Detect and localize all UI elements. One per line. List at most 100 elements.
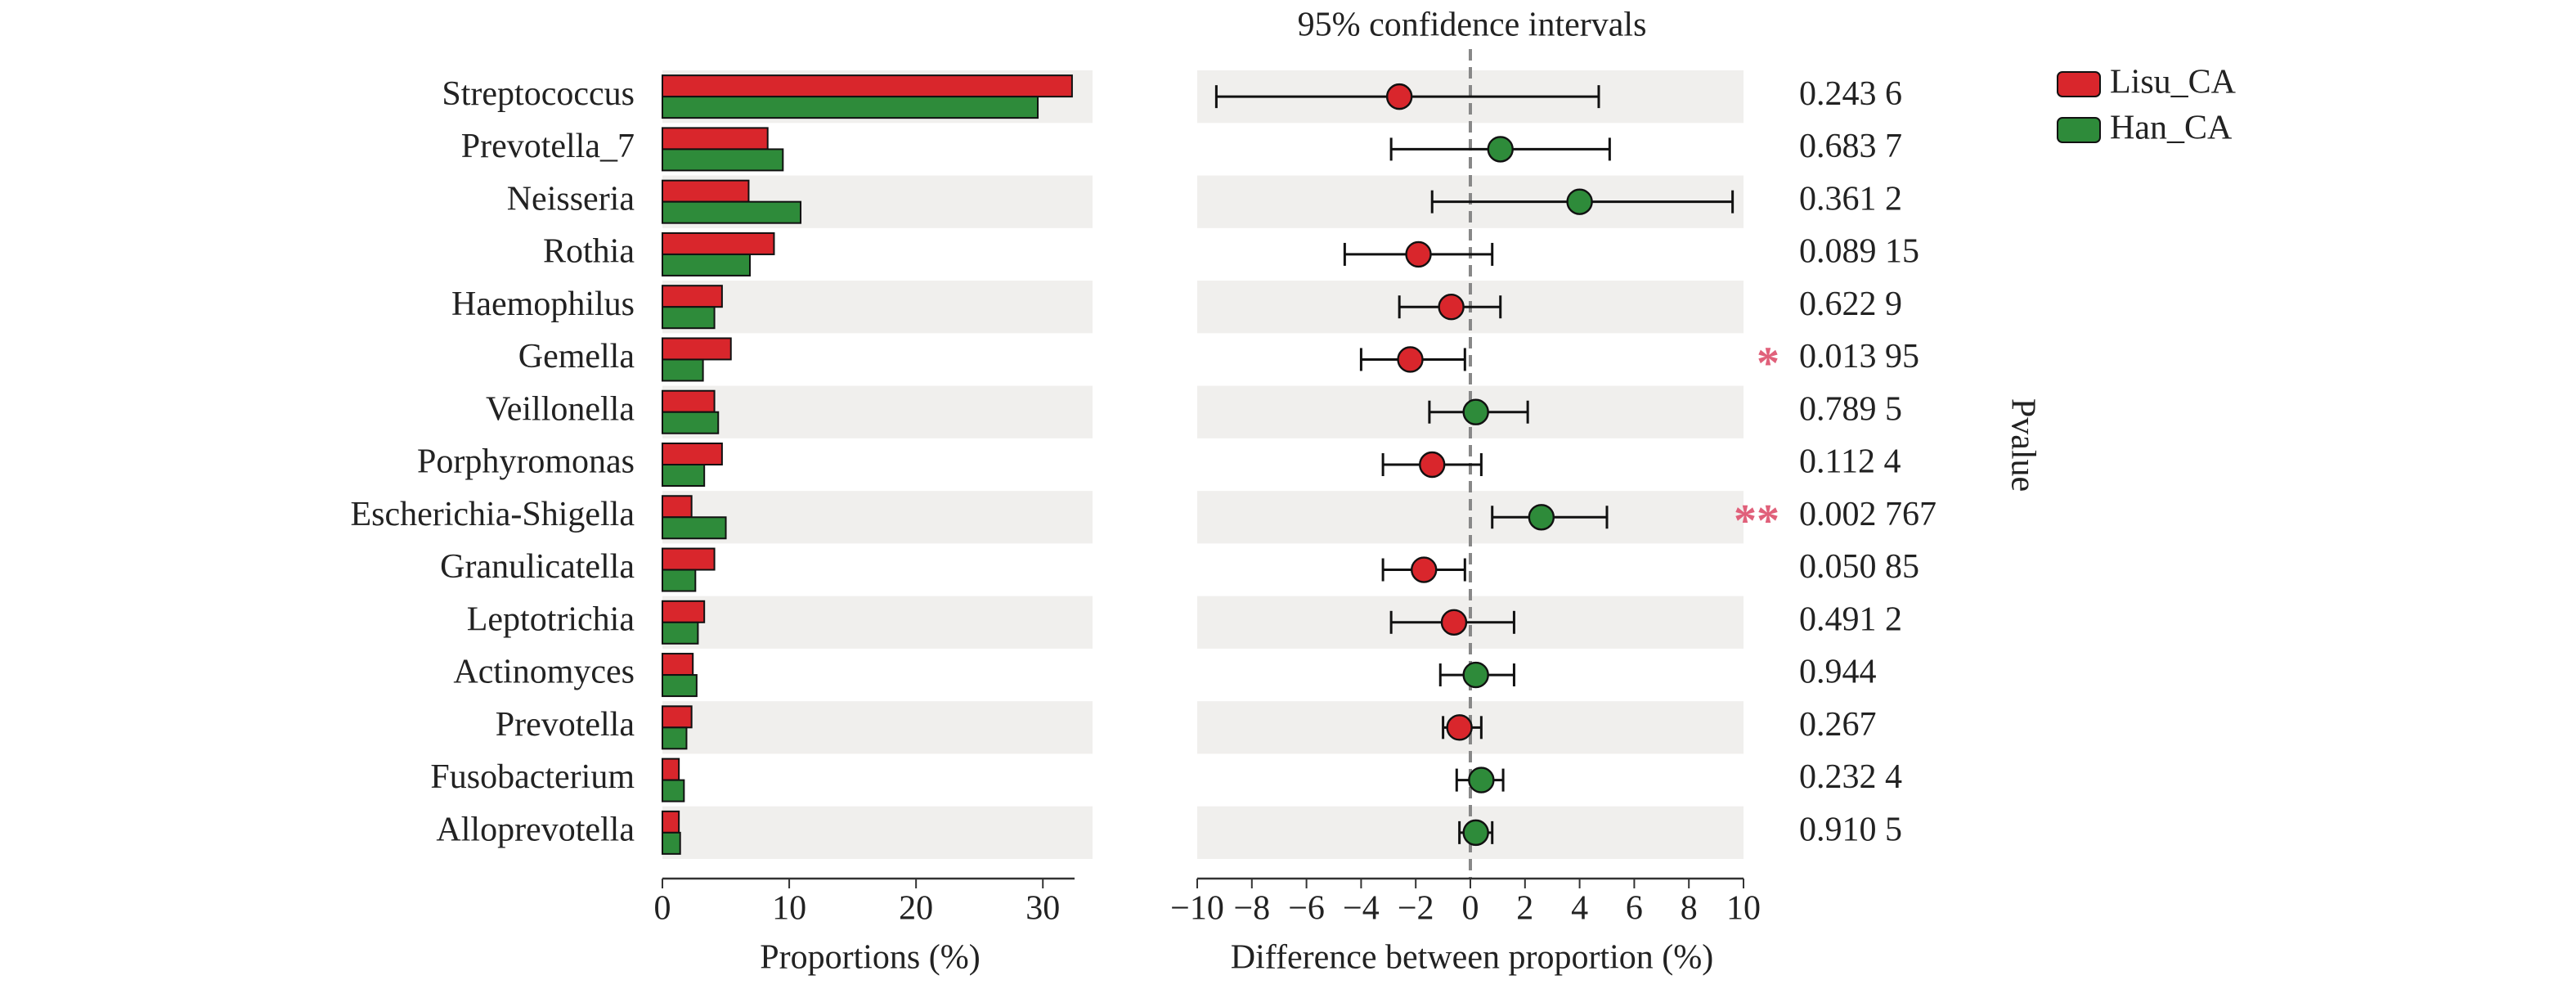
pvalue: 0.232 4 bbox=[1799, 758, 1902, 796]
category-label: Alloprevotella bbox=[436, 811, 635, 849]
point bbox=[1468, 766, 1495, 793]
category-label: Streptococcus bbox=[442, 75, 635, 113]
category-label: Veillonella bbox=[486, 390, 635, 428]
pvalue: 0.910 5 bbox=[1799, 811, 1902, 849]
legend-label: Han_CA bbox=[2110, 110, 2233, 147]
bar bbox=[662, 621, 699, 645]
pvalue: 0.013 95 bbox=[1799, 338, 1919, 375]
category-label: Porphyromonas bbox=[417, 443, 635, 481]
bar bbox=[662, 600, 706, 623]
bar bbox=[662, 674, 698, 698]
pvalue: 0.944 bbox=[1799, 654, 1877, 691]
bar bbox=[662, 253, 752, 276]
x-tick-label: 20 bbox=[899, 890, 933, 928]
category-label: Haemophilus bbox=[451, 285, 635, 323]
bar bbox=[662, 547, 716, 571]
point bbox=[1446, 714, 1473, 741]
category-label: Rothia bbox=[543, 233, 635, 271]
category-label: Escherichia-Shigella bbox=[350, 496, 635, 533]
category-label: Leptotrichia bbox=[467, 600, 635, 638]
pvalue-axis-label: Pvalue bbox=[2004, 398, 2041, 492]
pvalue: 0.622 9 bbox=[1799, 285, 1902, 323]
bar bbox=[662, 653, 694, 677]
x-tick-label: 0 bbox=[1462, 890, 1479, 928]
significance-mark: * bbox=[1757, 338, 1779, 389]
point bbox=[1405, 241, 1432, 268]
bar bbox=[662, 495, 693, 519]
pvalue: 0.112 4 bbox=[1799, 443, 1901, 481]
x-tick-label: 30 bbox=[1025, 890, 1060, 928]
point bbox=[1440, 609, 1468, 636]
pvalue: 0.243 6 bbox=[1799, 75, 1902, 113]
category-label: Actinomyces bbox=[453, 654, 635, 691]
x-tick-label: 4 bbox=[1571, 890, 1588, 928]
significance-mark: ** bbox=[1734, 496, 1779, 546]
bar bbox=[662, 705, 693, 729]
x-tick-label: 6 bbox=[1626, 890, 1643, 928]
point bbox=[1487, 136, 1514, 163]
pvalue: 0.050 85 bbox=[1799, 548, 1919, 586]
point bbox=[1411, 556, 1438, 583]
x-tick-label: −10 bbox=[1170, 890, 1224, 928]
category-label: Neisseria bbox=[507, 180, 635, 218]
bar bbox=[662, 443, 723, 465]
bar bbox=[662, 127, 769, 151]
bar bbox=[662, 285, 723, 308]
legend-swatch bbox=[2057, 117, 2101, 143]
category-label: Prevotella bbox=[496, 706, 635, 744]
row-band bbox=[662, 596, 1093, 649]
x-tick-label: −8 bbox=[1233, 890, 1270, 928]
bar bbox=[662, 358, 704, 382]
category-label: Prevotella_7 bbox=[461, 128, 635, 165]
pvalue: 0.789 5 bbox=[1799, 390, 1902, 428]
x-axis-label: Difference between proportion (%) bbox=[1231, 939, 1713, 977]
row-band bbox=[662, 281, 1093, 334]
bar bbox=[662, 179, 750, 203]
x-tick-label: −4 bbox=[1343, 890, 1380, 928]
point bbox=[1566, 188, 1593, 215]
legend-swatch bbox=[2057, 71, 2101, 97]
bar bbox=[662, 148, 784, 172]
bar bbox=[662, 726, 688, 750]
pvalue: 0.361 2 bbox=[1799, 180, 1902, 218]
row-band bbox=[662, 701, 1093, 754]
bar bbox=[662, 810, 680, 834]
x-tick-label: 2 bbox=[1516, 890, 1533, 928]
x-tick-label: 8 bbox=[1681, 890, 1698, 928]
row-band bbox=[662, 385, 1093, 438]
bar bbox=[662, 337, 732, 361]
pvalue: 0.267 bbox=[1799, 706, 1877, 744]
legend-label: Lisu_CA bbox=[2110, 64, 2237, 101]
x-tick-label: 10 bbox=[772, 890, 806, 928]
pvalue: 0.089 15 bbox=[1799, 233, 1919, 271]
pvalue: 0.002 767 bbox=[1799, 496, 1936, 533]
row-band bbox=[662, 806, 1093, 859]
bar bbox=[662, 411, 720, 434]
point bbox=[1528, 504, 1555, 531]
bar bbox=[662, 831, 681, 855]
category-label: Gemella bbox=[518, 338, 635, 375]
bar bbox=[662, 389, 716, 413]
bar bbox=[662, 757, 680, 781]
pvalue: 0.491 2 bbox=[1799, 600, 1902, 638]
point bbox=[1397, 346, 1424, 373]
category-label: Fusobacterium bbox=[430, 758, 635, 796]
bar bbox=[662, 516, 727, 540]
point bbox=[1462, 661, 1489, 689]
bar bbox=[662, 74, 1073, 98]
point bbox=[1419, 451, 1446, 479]
x-tick-label: 0 bbox=[654, 890, 671, 928]
bar bbox=[662, 200, 802, 224]
ci-title: 95% confidence intervals bbox=[1298, 7, 1647, 44]
point bbox=[1462, 398, 1489, 425]
point bbox=[1438, 294, 1465, 321]
x-tick-label: −6 bbox=[1288, 890, 1325, 928]
point bbox=[1462, 819, 1489, 847]
bar bbox=[662, 464, 706, 487]
pvalue: 0.683 7 bbox=[1799, 128, 1902, 165]
bar bbox=[662, 569, 697, 592]
x-tick-label: 10 bbox=[1726, 890, 1761, 928]
point bbox=[1385, 83, 1413, 110]
bar bbox=[662, 96, 1039, 119]
